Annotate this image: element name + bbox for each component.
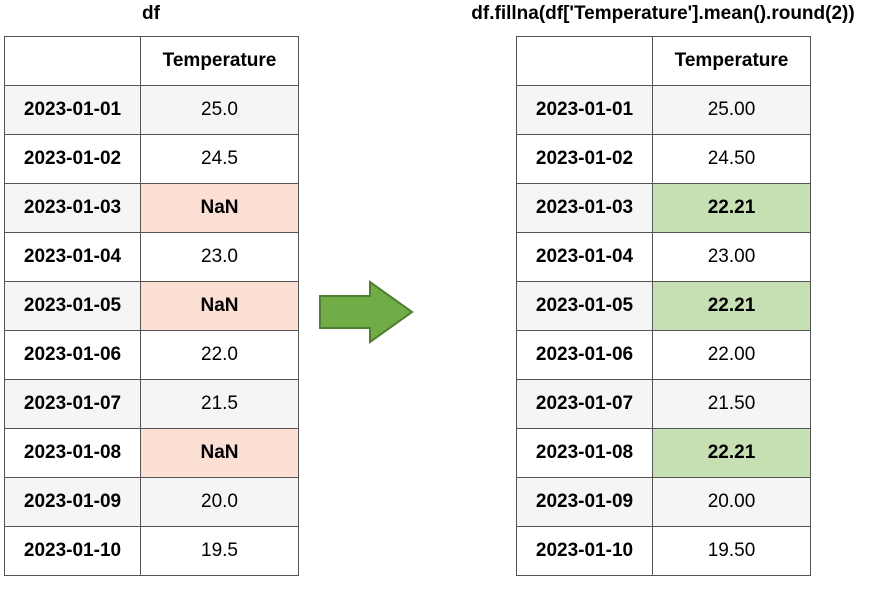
row-index-label: 2023-01-04 [516, 232, 653, 282]
value-cell: 22.0 [140, 330, 299, 380]
table-row: 2023-01-02 24.5 [4, 134, 299, 184]
row-index-label: 2023-01-06 [4, 330, 141, 380]
table-row: 2023-01-07 21.50 [516, 379, 811, 429]
missing-value-cell: NaN [140, 281, 299, 331]
value-cell: 24.50 [652, 134, 811, 184]
table-row: 2023-01-05 22.21 [516, 281, 811, 331]
value-cell: 19.50 [652, 526, 811, 576]
original-dataframe-table: Temperature 2023-01-01 25.0 2023-01-02 24.5… [4, 36, 299, 576]
table-row: 2023-01-10 19.50 [516, 526, 811, 576]
row-index-label: 2023-01-08 [4, 428, 141, 478]
row-index-label: 2023-01-10 [516, 526, 653, 576]
filled-value-cell: 22.21 [652, 281, 811, 331]
value-cell: 20.0 [140, 477, 299, 527]
row-index-label: 2023-01-07 [4, 379, 141, 429]
missing-value-cell: NaN [140, 183, 299, 233]
table-row: 2023-01-01 25.00 [516, 85, 811, 135]
value-cell: 25.00 [652, 85, 811, 135]
row-index-label: 2023-01-10 [4, 526, 141, 576]
missing-value-cell: NaN [140, 428, 299, 478]
table-row: 2023-01-09 20.00 [516, 477, 811, 527]
value-cell: 20.00 [652, 477, 811, 527]
row-index-label: 2023-01-02 [516, 134, 653, 184]
left-table-title: df [142, 3, 160, 24]
right-table-title: df.fillna(df['Temperature'].mean().round… [471, 3, 855, 24]
value-cell: 25.0 [140, 85, 299, 135]
row-index-label: 2023-01-03 [4, 183, 141, 233]
right-arrow-icon [319, 280, 414, 344]
table-row: 2023-01-06 22.00 [516, 330, 811, 380]
table-row: 2023-01-04 23.0 [4, 232, 299, 282]
row-index-label: 2023-01-03 [516, 183, 653, 233]
row-index-label: 2023-01-04 [4, 232, 141, 282]
table-corner-cell [4, 36, 141, 86]
value-cell: 24.5 [140, 134, 299, 184]
table-row: 2023-01-08 22.21 [516, 428, 811, 478]
table-row: 2023-01-03 NaN [4, 183, 299, 233]
table-row: 2023-01-02 24.50 [516, 134, 811, 184]
row-index-label: 2023-01-06 [516, 330, 653, 380]
row-index-label: 2023-01-01 [516, 85, 653, 135]
row-index-label: 2023-01-08 [516, 428, 653, 478]
value-cell: 23.00 [652, 232, 811, 282]
filled-dataframe-table: Temperature 2023-01-01 25.00 2023-01-02 24.… [516, 36, 811, 576]
table-row: 2023-01-03 22.21 [516, 183, 811, 233]
table-row: 2023-01-06 22.0 [4, 330, 299, 380]
row-index-label: 2023-01-09 [4, 477, 141, 527]
row-index-label: 2023-01-02 [4, 134, 141, 184]
row-index-label: 2023-01-05 [516, 281, 653, 331]
value-cell: 19.5 [140, 526, 299, 576]
row-index-label: 2023-01-01 [4, 85, 141, 135]
table-row: 2023-01-09 20.0 [4, 477, 299, 527]
value-cell: 23.0 [140, 232, 299, 282]
filled-value-cell: 22.21 [652, 183, 811, 233]
column-header-temperature: Temperature [652, 36, 811, 86]
column-header-temperature: Temperature [140, 36, 299, 86]
table-corner-cell [516, 36, 653, 86]
table-row: 2023-01-07 21.5 [4, 379, 299, 429]
row-index-label: 2023-01-09 [516, 477, 653, 527]
value-cell: 21.5 [140, 379, 299, 429]
table-row: 2023-01-04 23.00 [516, 232, 811, 282]
table-row: 2023-01-01 25.0 [4, 85, 299, 135]
row-index-label: 2023-01-05 [4, 281, 141, 331]
table-row: 2023-01-10 19.5 [4, 526, 299, 576]
filled-value-cell: 22.21 [652, 428, 811, 478]
table-row: 2023-01-08 NaN [4, 428, 299, 478]
table-row: 2023-01-05 NaN [4, 281, 299, 331]
value-cell: 22.00 [652, 330, 811, 380]
value-cell: 21.50 [652, 379, 811, 429]
row-index-label: 2023-01-07 [516, 379, 653, 429]
